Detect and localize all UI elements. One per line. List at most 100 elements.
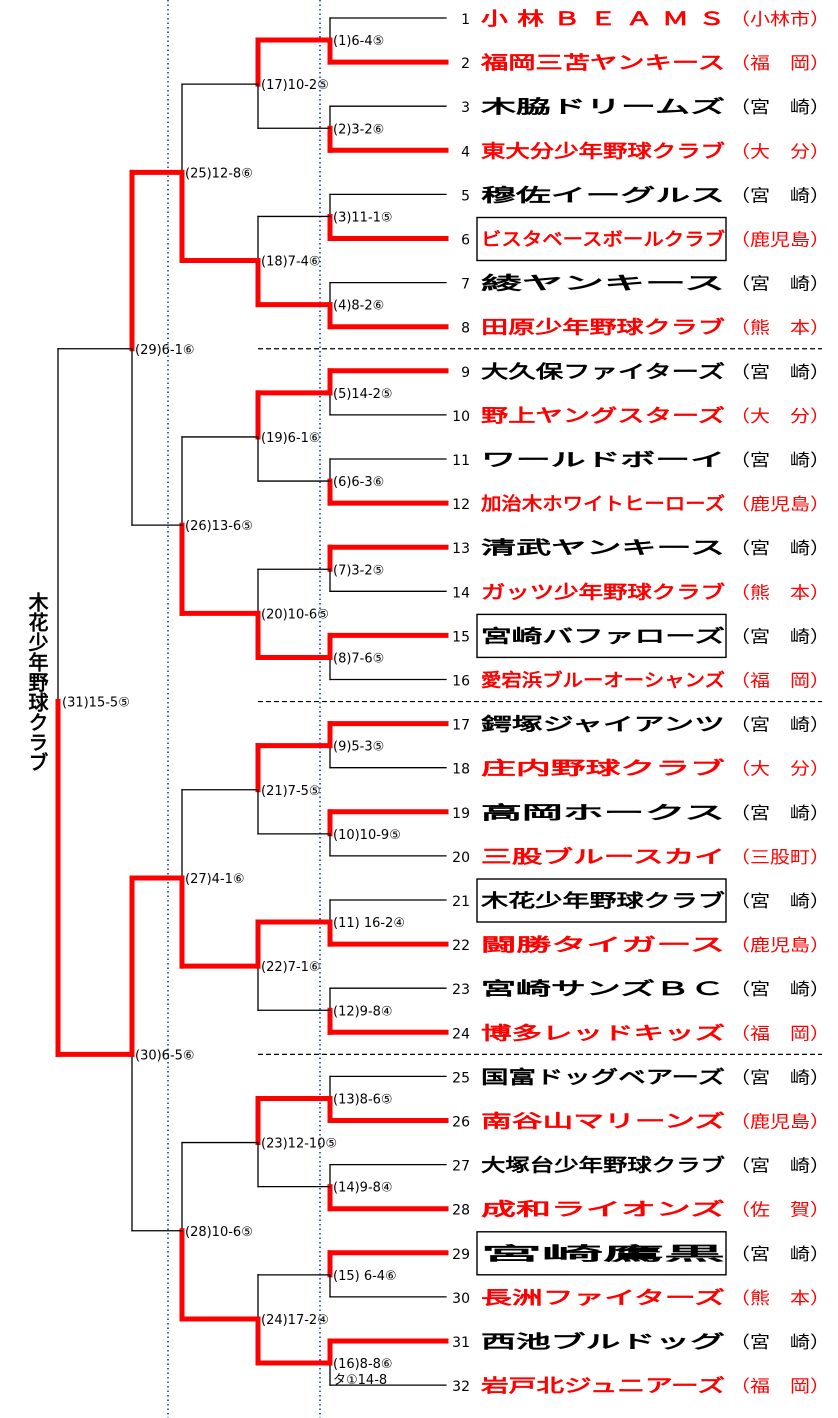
team-name: 小 林 Ｂ Ｅ Ａ Ｍ Ｓ	[481, 8, 725, 30]
match-score: (22)7-1⑥	[261, 960, 321, 975]
team-number: 24	[452, 1026, 470, 1042]
team-name: ビスタベースボールクラブ	[481, 229, 725, 251]
match-score: (15) 6-4⑥	[333, 1269, 397, 1284]
match-score: (24)17-2④	[261, 1313, 329, 1328]
team-prefecture: （宮 崎）	[730, 1333, 830, 1353]
team-prefecture: （佐 賀）	[730, 1201, 830, 1221]
team-number: 16	[452, 674, 470, 690]
team-prefecture: （熊 本）	[730, 583, 830, 603]
team-prefecture: （三股町）	[730, 848, 830, 868]
team-prefecture: （福 岡）	[730, 1024, 830, 1044]
team-number: 21	[452, 894, 470, 910]
team-name: 成和ライオンズ	[481, 1199, 725, 1221]
team-prefecture: （宮 崎）	[730, 451, 830, 471]
team-prefecture: （大 分）	[730, 407, 830, 427]
team-number: 2	[461, 56, 470, 72]
team-prefecture: （鹿児島）	[730, 495, 830, 515]
match-score: (21)7-5⑤	[261, 784, 321, 799]
match-score: (18)7-4⑥	[261, 255, 321, 270]
team-name: 木脇ドリームズ	[479, 96, 725, 118]
match-score: (17)10-2⑤	[261, 78, 329, 93]
team-number: 3	[461, 100, 470, 116]
team-number: 25	[452, 1070, 470, 1086]
team-name: 庄内野球クラブ	[481, 758, 725, 780]
team-prefecture: （宮 崎）	[730, 1245, 830, 1265]
match-score: (13)8-6⑤	[333, 1092, 393, 1107]
team-prefecture: （熊 本）	[730, 1289, 830, 1309]
team-number: 1	[461, 12, 470, 28]
team-prefecture: （大 分）	[730, 142, 830, 162]
team-number: 23	[452, 982, 470, 998]
team-number: 26	[452, 1115, 470, 1131]
team-name-box	[476, 1231, 727, 1276]
match-score: (7)3-2⑤	[333, 563, 384, 578]
team-prefecture: （宮 崎）	[730, 1068, 830, 1088]
team-number: 15	[452, 629, 470, 645]
team-name-box	[476, 216, 727, 262]
team-number: 29	[452, 1247, 470, 1263]
team-number: 20	[452, 850, 470, 866]
team-prefecture: （宮 崎）	[730, 98, 830, 118]
team-name: 南谷山マリーンズ	[481, 1111, 725, 1133]
match-score: (2)3-2⑥	[333, 122, 384, 137]
match-score: (28)10-6⑤	[185, 1225, 253, 1240]
match-score: (12)9-8④	[333, 1004, 393, 1019]
team-name: 国富ドッグベアーズ	[481, 1066, 725, 1088]
team-name: 綾ヤンキース	[481, 273, 725, 295]
team-name: 東大分少年野球クラブ	[481, 140, 725, 162]
team-name: 大久保ファイターズ	[481, 361, 725, 383]
team-name: 穆佐イーグルス	[481, 184, 725, 206]
team-name: 闘勝タイガース	[481, 934, 725, 956]
match-score: (19)6-1⑥	[261, 431, 321, 446]
match-score: (25)12-8⑥	[185, 166, 253, 181]
team-prefecture: （福 岡）	[730, 672, 830, 692]
team-number: 22	[452, 938, 470, 954]
team-prefecture: （宮 崎）	[730, 186, 830, 206]
team-name: 長洲ファイターズ	[481, 1287, 725, 1309]
team-number: 9	[461, 365, 470, 381]
team-prefecture: （宮 崎）	[730, 275, 830, 295]
team-name: 鍔塚ジャイアンツ	[481, 714, 725, 736]
team-prefecture: （大 分）	[730, 760, 830, 780]
team-prefecture: （宮 崎）	[730, 804, 830, 824]
team-number: 6	[461, 233, 470, 249]
team-name: 宮崎バファローズ	[481, 625, 725, 647]
team-name: ガッツ少年野球クラブ	[481, 581, 725, 603]
match-score: (11) 16-2④	[333, 916, 405, 931]
team-number: 5	[461, 188, 470, 204]
team-name: 宮崎サンズＢＣ	[481, 978, 725, 1000]
match-score: (14)9-8④	[333, 1181, 393, 1196]
team-name: 岩戸北ジュニアーズ	[479, 1375, 725, 1397]
team-number: 19	[452, 806, 470, 822]
team-name: 博多レッドキッズ	[481, 1022, 725, 1044]
team-name: 加治木ホワイトヒーローズ	[480, 493, 725, 515]
team-prefecture: （鹿児島）	[730, 1113, 830, 1133]
team-name: 田原少年野球クラブ	[481, 317, 725, 339]
team-name: 福岡三苫ヤンキース	[479, 52, 725, 74]
team-number: 30	[452, 1291, 470, 1307]
team-prefecture: （宮 崎）	[730, 363, 830, 383]
team-prefecture: （宮 崎）	[730, 892, 830, 912]
match-score: (6)6-3⑥	[333, 475, 384, 490]
match-score: タ①14-8	[333, 1373, 387, 1388]
match-score: (26)13-6⑤	[185, 519, 253, 534]
team-name: 西池ブルドッグ	[481, 1331, 725, 1353]
team-prefecture: （熊 本）	[730, 319, 830, 339]
champion-name: 木花少年野球クラブ	[25, 592, 49, 772]
team-prefecture: （鹿児島）	[730, 936, 830, 956]
team-number: 11	[452, 453, 470, 469]
team-number: 4	[461, 144, 470, 160]
team-name: 清武ヤンキース	[481, 538, 725, 559]
match-score: (20)10-6⑤	[261, 607, 329, 622]
team-name-box	[476, 613, 727, 659]
team-number: 27	[452, 1159, 470, 1175]
team-number: 32	[452, 1379, 470, 1395]
team-prefecture: （福 岡）	[730, 54, 830, 74]
team-number: 28	[452, 1203, 470, 1219]
team-name: 大塚台少年野球クラブ	[481, 1155, 725, 1177]
team-number: 13	[452, 541, 470, 557]
team-name: 木花少年野球クラブ	[479, 890, 725, 912]
team-prefecture: （小林市）	[730, 10, 830, 30]
team-number: 17	[452, 718, 470, 734]
